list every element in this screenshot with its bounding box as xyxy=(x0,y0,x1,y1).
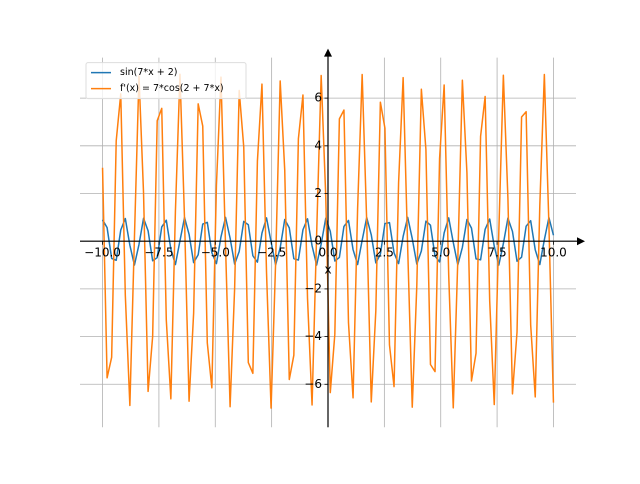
legend-label: sin(7*x + 2) xyxy=(120,67,177,78)
y-tick-label: −4 xyxy=(304,329,322,343)
y-tick-label: −6 xyxy=(304,377,322,391)
axes: −10.0−7.5−5.0−2.50.02.55.07.510.0−6−4−20… xyxy=(80,48,585,428)
y-tick-label: 6 xyxy=(314,91,322,105)
x-tick-label: 2.5 xyxy=(375,246,394,260)
x-axis-label: x xyxy=(324,263,331,277)
x-tick-label: 10.0 xyxy=(540,246,567,260)
y-tick-label: −2 xyxy=(304,281,322,295)
x-tick-label: −10.0 xyxy=(84,246,121,260)
y-tick-label: 2 xyxy=(314,186,322,200)
legend-label: f'(x) = 7*cos(2 + 7*x) xyxy=(120,83,224,94)
legend-box xyxy=(85,62,247,100)
y-tick-label: 4 xyxy=(314,138,322,152)
x-tick-label: −2.5 xyxy=(257,246,286,260)
x-tick-label: −5.0 xyxy=(201,246,230,260)
legend: sin(7*x + 2) f'(x) = 7*cos(2 + 7*x) xyxy=(85,62,247,100)
x-tick-label: −7.5 xyxy=(144,246,173,260)
x-tick-label: 7.5 xyxy=(488,246,507,260)
x-tick-label: 5.0 xyxy=(431,246,450,260)
x-axis-arrow xyxy=(577,237,585,246)
y-axis-arrow xyxy=(324,48,332,57)
